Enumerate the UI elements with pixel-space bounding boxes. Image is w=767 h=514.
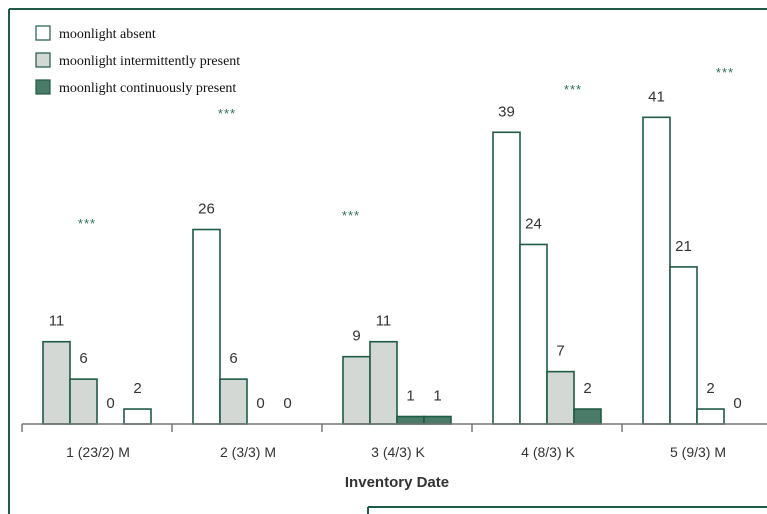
bar-group2-bar2 [219,378,248,425]
bar-group1-bar4 [123,408,152,425]
bar-group1-bar1 [42,340,71,425]
legend-label-absent: moonlight absent [59,27,156,42]
legend: moonlight absent moonlight intermittently… [35,25,240,96]
legend-label-intermittent: moonlight intermittently present [59,54,240,69]
legend-swatch-continuous [35,79,51,95]
chart-frame [8,8,767,514]
x-tick-label-5: 5 (9/3) M [670,444,726,460]
value-label-group1-bar4: 2 [133,380,141,397]
bar-group4-bar1 [492,131,521,425]
bar-group5-bar2 [669,266,698,425]
bar-group3-bar2 [369,340,398,425]
bar-group4-bar4 [573,408,602,425]
significance-label-group3: *** [342,208,360,223]
value-label-group4-bar4: 2 [583,380,591,397]
x-axis-title: Inventory Date [345,474,449,491]
legend-swatch-absent [35,25,51,41]
value-label-group2-bar4: 0 [283,395,291,412]
value-label-group1-bar3: 0 [106,395,114,412]
legend-label-continuous: moonlight continuously present [59,81,236,96]
value-label-group4-bar1: 39 [498,103,515,120]
value-label-group3-bar3: 1 [406,388,414,405]
value-label-group3-bar1: 9 [352,328,360,345]
bar-group3-bar1 [342,355,371,425]
significance-label-group2: *** [218,106,236,121]
significance-label-group5: *** [716,65,734,80]
x-tick-label-3: 3 (4/3) K [371,444,425,460]
bar-group1-bar2 [69,378,98,425]
value-label-group5-bar4: 0 [733,395,741,412]
x-tick-label-2: 2 (3/3) M [220,444,276,460]
value-label-group5-bar3: 2 [706,380,714,397]
significance-label-group4: *** [564,82,582,97]
bar-group2-bar1 [192,228,221,425]
value-label-group2-bar1: 26 [198,201,215,218]
bar-group5-bar3 [696,408,725,425]
bar-group5-bar1 [642,116,671,425]
value-label-group5-bar2: 21 [675,238,692,255]
x-axis: 1 (23/2) M 2 (3/3) M 3 (4/3) K 4 (8/3) K 5 (… [21,423,767,460]
value-label-group3-bar2: 11 [376,313,392,330]
value-label-group4-bar2: 24 [525,215,542,232]
bar-group4-bar3 [546,370,575,425]
bar-group3-bar3 [396,415,425,425]
value-label-group2-bar3: 0 [256,395,264,412]
bar-group4-bar2 [519,243,548,425]
x-tick-label-4: 4 (8/3) K [521,444,575,460]
value-label-group1-bar1: 11 [49,313,65,330]
value-label-group3-bar4: 1 [433,388,441,405]
value-label-group4-bar3: 7 [556,343,564,360]
value-label-group1-bar2: 6 [79,350,87,367]
legend-swatch-intermittent [35,52,51,68]
value-label-group5-bar1: 41 [648,88,665,105]
significance-label-group1: *** [78,216,96,231]
bar-group3-bar4 [423,415,452,425]
x-tick-label-1: 1 (23/2) M [66,444,130,460]
bars [42,116,725,425]
value-label-group2-bar2: 6 [229,350,237,367]
